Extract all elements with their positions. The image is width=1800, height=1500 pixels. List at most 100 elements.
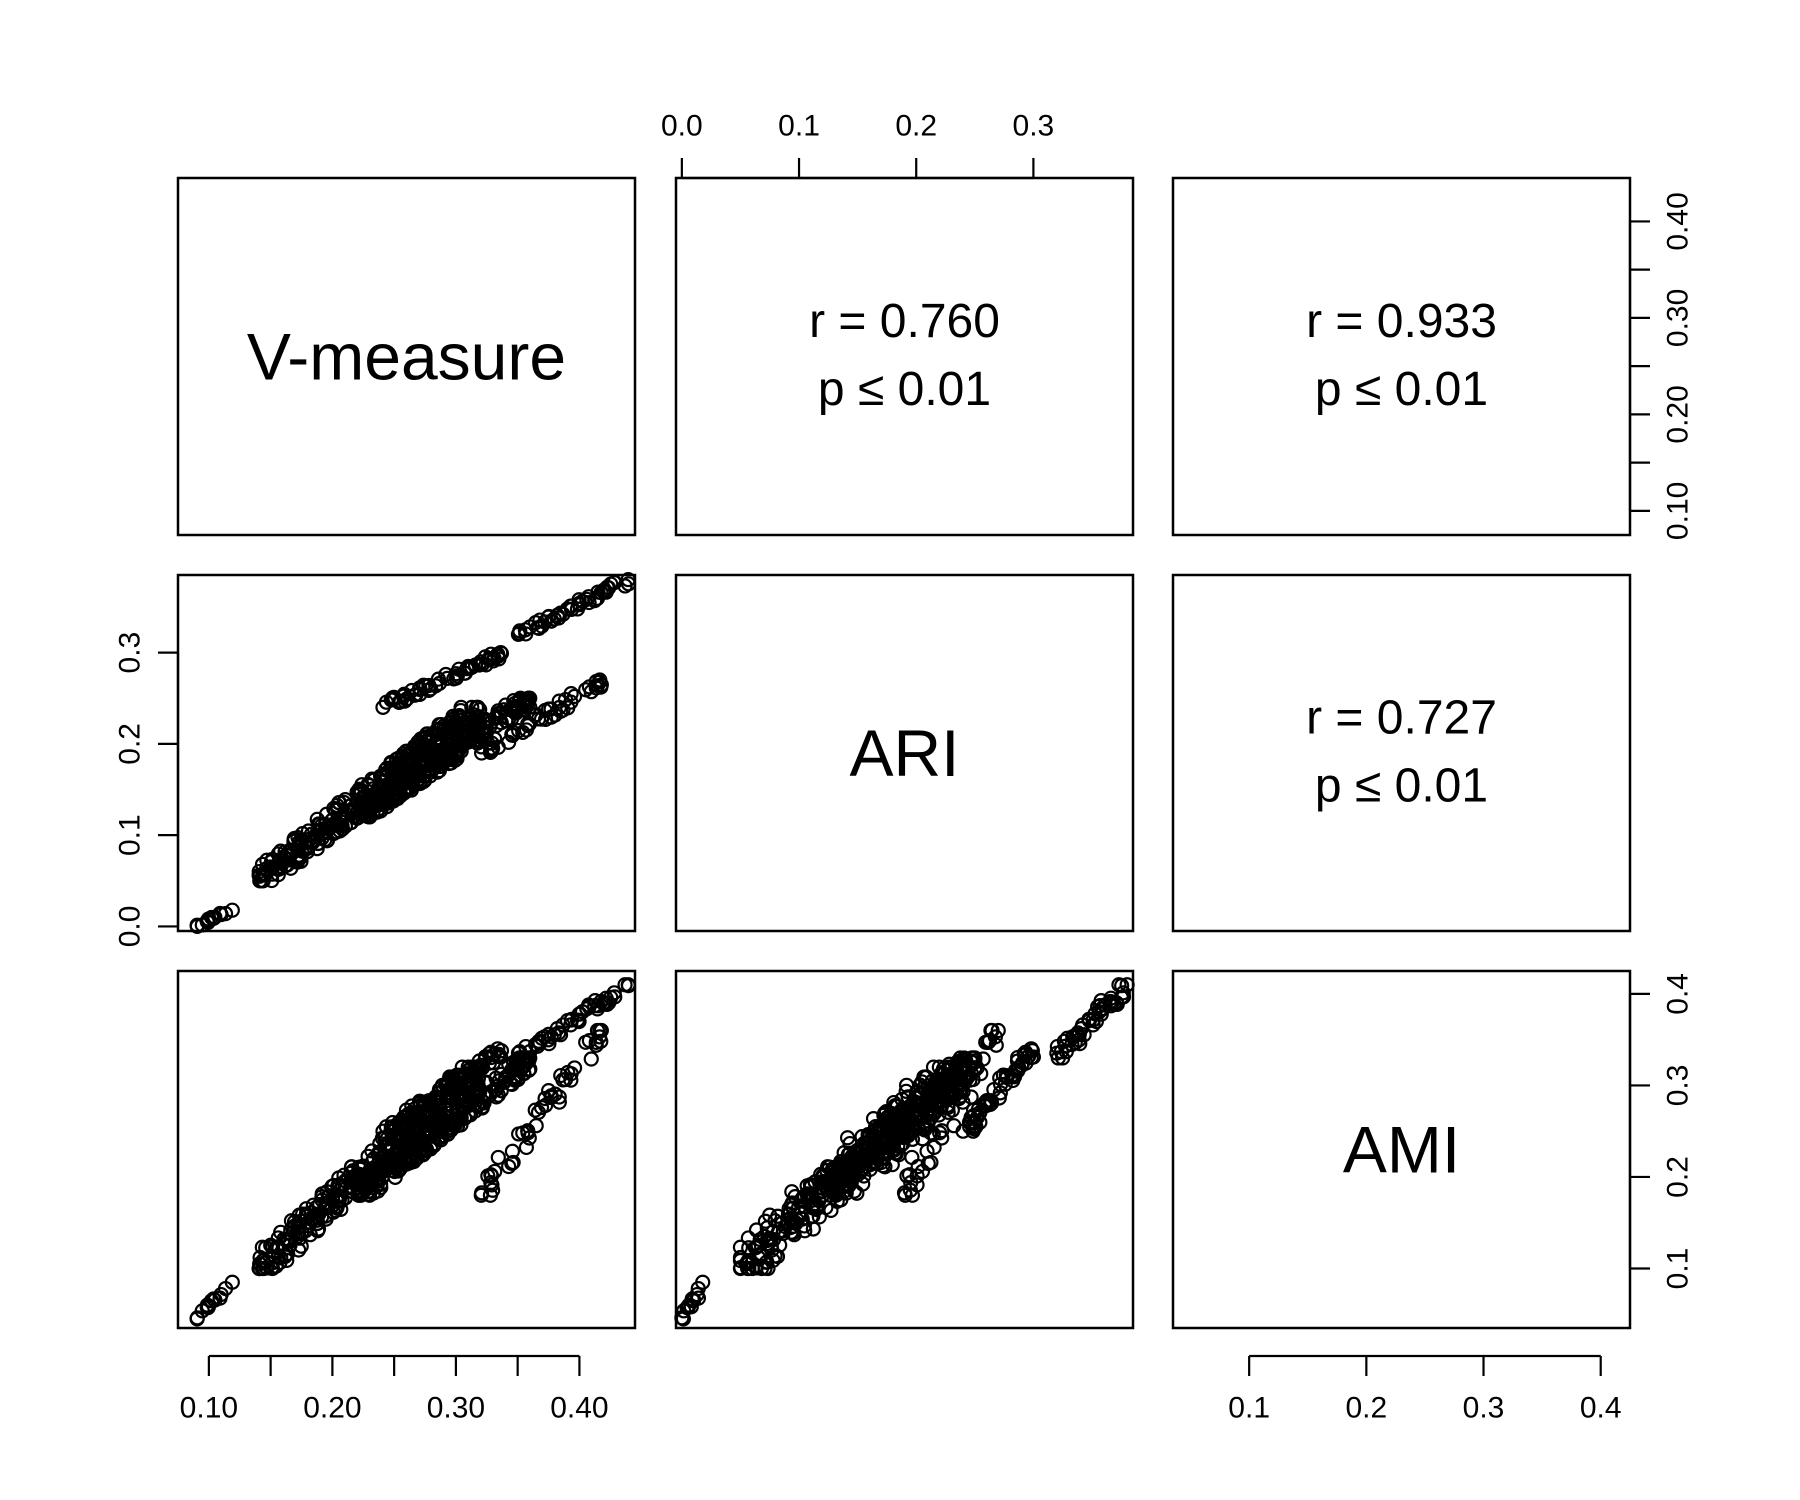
point-2-0-558 xyxy=(397,1143,413,1159)
point-1-0-699 xyxy=(510,626,527,642)
point-1-0-510 xyxy=(350,809,367,825)
point-2-0-639 xyxy=(404,1098,420,1114)
point-2-1-593 xyxy=(840,1146,857,1163)
point-2-0-737 xyxy=(483,1168,500,1184)
point-2-1-299 xyxy=(748,1258,764,1274)
point-2-0-298 xyxy=(286,1214,303,1230)
points-layer xyxy=(189,571,1135,1327)
axis-layer: 0.10 0.20 0.30 0.40 0.0 0.1 0.2 0.3 0.0 0.1 0.2 0.3… xyxy=(114,110,1695,1425)
point-2-0-730 xyxy=(551,1089,567,1105)
x-axis-ari-label-0: 0.0 xyxy=(661,110,703,143)
point-2-0-637 xyxy=(471,1053,487,1069)
point-1-0-560 xyxy=(423,761,439,778)
point-2-0-251 xyxy=(273,1224,289,1240)
point-2-0-695 xyxy=(606,985,622,1001)
point-1-0-753 xyxy=(551,699,567,716)
point-2-1-312 xyxy=(784,1184,800,1200)
panel-0-1 xyxy=(674,176,1135,537)
point-2-1-4 xyxy=(695,1274,711,1290)
x-axis-ami-label-3: 0.4 xyxy=(1580,1392,1622,1425)
point-1-0-687 xyxy=(598,584,614,600)
point-2-1-561 xyxy=(887,1113,903,1129)
point-1-0-282 xyxy=(295,826,311,842)
point-1-0-703 xyxy=(540,609,557,625)
point-2-1-741 xyxy=(904,1149,920,1166)
point-2-1-289 xyxy=(925,1059,942,1075)
point-2-0-652 xyxy=(423,1092,439,1109)
point-2-1-642 xyxy=(1006,1069,1023,1085)
point-1-0-750 xyxy=(537,702,553,719)
point-2-0-747 xyxy=(520,1123,536,1139)
point-2-0-647 xyxy=(430,1090,447,1106)
point-1-0-653 xyxy=(493,644,509,661)
point-1-0-642 xyxy=(464,659,480,675)
variable-label-1: ARI xyxy=(849,716,959,790)
point-2-0-650 xyxy=(490,1041,506,1057)
point-2-0-333 xyxy=(268,1240,285,1256)
point-2-1-317 xyxy=(764,1242,780,1258)
point-2-1-727 xyxy=(953,1088,969,1104)
point-2-1-320 xyxy=(741,1260,757,1277)
x-axis-vmeasure-label-3: 0.40 xyxy=(550,1392,608,1425)
point-1-0-270 xyxy=(468,699,485,715)
point-2-0-750 xyxy=(537,1090,553,1107)
point-2-1-11 xyxy=(681,1297,697,1313)
point-2-0-649 xyxy=(378,1119,394,1135)
point-2-1-314 xyxy=(931,1107,947,1123)
variable-label-2: AMI xyxy=(1343,1113,1460,1187)
point-1-0-281 xyxy=(413,731,429,747)
point-2-1-634 xyxy=(998,1067,1014,1084)
point-2-1-670 xyxy=(1119,977,1135,993)
point-1-0-329 xyxy=(381,763,397,779)
point-2-0-13 xyxy=(200,1299,217,1315)
y-axis-vmeasure-label-1: 0.20 xyxy=(1662,385,1695,443)
y-axis-ami-label-0: 0.1 xyxy=(1662,1248,1695,1290)
point-1-0-278 xyxy=(445,708,461,724)
point-1-0-274 xyxy=(329,817,346,833)
point-2-1-736 xyxy=(909,1168,925,1184)
point-2-0-4 xyxy=(224,1274,240,1290)
point-2-1-746 xyxy=(934,1130,950,1146)
point-2-1-698 xyxy=(1056,1033,1073,1049)
point-2-1-288 xyxy=(799,1186,815,1202)
point-2-0-642 xyxy=(464,1069,480,1085)
point-2-0-753 xyxy=(551,1094,567,1110)
point-2-1-298 xyxy=(787,1214,803,1230)
point-2-0-590 xyxy=(373,1176,389,1192)
point-2-1-510 xyxy=(814,1187,831,1203)
point-2-0-743 xyxy=(482,1187,499,1203)
point-2-0-279 xyxy=(258,1240,274,1256)
point-2-0-640 xyxy=(446,1070,462,1086)
point-2-0-720 xyxy=(504,1143,521,1159)
point-2-1-745 xyxy=(954,1064,971,1081)
point-2-0-587 xyxy=(510,1071,526,1088)
point-1-0-298 xyxy=(286,830,303,847)
point-1-0-690 xyxy=(587,592,603,608)
point-1-0-13 xyxy=(200,911,217,927)
point-1-0-315 xyxy=(317,832,333,848)
point-2-1-743 xyxy=(897,1187,913,1203)
point-2-1-563 xyxy=(914,1095,930,1111)
point-2-0-588 xyxy=(469,1098,485,1114)
point-2-1-13 xyxy=(683,1299,699,1315)
point-2-1-751 xyxy=(988,1037,1004,1053)
point-1-0-747 xyxy=(520,716,536,732)
point-1-0-741 xyxy=(490,739,506,755)
point-2-0-7 xyxy=(213,1286,229,1303)
correlation-p-1: p ≤ 0.01 xyxy=(1315,363,1488,416)
point-2-1-556 xyxy=(868,1138,885,1154)
point-2-1-585 xyxy=(844,1169,860,1185)
point-1-0-696 xyxy=(590,584,606,600)
point-2-0-689 xyxy=(617,977,633,993)
point-1-0-590 xyxy=(373,803,389,819)
point-2-1-569 xyxy=(869,1148,885,1164)
point-2-0-699 xyxy=(510,1045,527,1061)
point-2-0-527 xyxy=(487,1082,503,1098)
x-axis-ari-label-1: 0.1 xyxy=(778,110,820,143)
point-1-0-592 xyxy=(506,703,522,719)
point-1-0-333 xyxy=(268,861,285,877)
point-2-1-292 xyxy=(785,1225,801,1241)
point-1-0-647 xyxy=(430,671,447,687)
y-axis-ari-label-1: 0.1 xyxy=(114,814,147,856)
point-2-0-733 xyxy=(541,1082,557,1099)
